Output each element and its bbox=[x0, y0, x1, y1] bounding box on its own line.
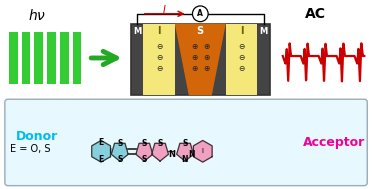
Polygon shape bbox=[92, 140, 111, 162]
Text: ⊖: ⊖ bbox=[238, 42, 245, 51]
Bar bbox=[143, 24, 175, 95]
Text: I: I bbox=[157, 26, 161, 36]
Text: S: S bbox=[142, 139, 147, 148]
FancyBboxPatch shape bbox=[5, 99, 367, 186]
Bar bbox=[9, 33, 18, 84]
Text: $I$: $I$ bbox=[162, 3, 167, 15]
Polygon shape bbox=[177, 143, 194, 161]
Polygon shape bbox=[175, 24, 226, 95]
Text: E = O, S: E = O, S bbox=[10, 144, 51, 154]
Text: I: I bbox=[202, 148, 204, 154]
Text: ⊕: ⊕ bbox=[203, 53, 209, 63]
Polygon shape bbox=[111, 143, 128, 161]
Text: N: N bbox=[189, 150, 195, 159]
Text: N: N bbox=[181, 155, 188, 164]
Circle shape bbox=[192, 6, 208, 22]
Text: ⊖: ⊖ bbox=[156, 42, 162, 51]
Text: $h\nu$: $h\nu$ bbox=[28, 8, 46, 23]
Text: AC: AC bbox=[305, 7, 326, 21]
Text: S: S bbox=[117, 139, 123, 148]
Text: Acceptor: Acceptor bbox=[303, 136, 365, 149]
Bar bbox=[73, 33, 81, 84]
Text: S: S bbox=[117, 155, 123, 164]
Text: N: N bbox=[168, 150, 175, 159]
Text: M: M bbox=[133, 27, 141, 36]
Text: M: M bbox=[260, 27, 268, 36]
Bar bbox=[130, 24, 270, 95]
Text: A: A bbox=[197, 9, 203, 18]
Text: I: I bbox=[109, 148, 111, 154]
Text: ⊕: ⊕ bbox=[191, 42, 198, 51]
Text: ⊕: ⊕ bbox=[203, 42, 209, 51]
Bar bbox=[226, 24, 257, 95]
Text: ⊖: ⊖ bbox=[156, 53, 162, 63]
Text: ⊕: ⊕ bbox=[191, 53, 198, 63]
Bar bbox=[34, 33, 43, 84]
Text: ⊕: ⊕ bbox=[203, 64, 209, 73]
Text: E: E bbox=[99, 155, 104, 164]
Text: E: E bbox=[99, 138, 104, 147]
Text: ⊖: ⊖ bbox=[238, 64, 245, 73]
Text: S: S bbox=[158, 139, 163, 148]
Text: ⊕: ⊕ bbox=[191, 64, 198, 73]
Text: I: I bbox=[240, 26, 243, 36]
Text: S: S bbox=[197, 26, 204, 36]
Bar bbox=[47, 33, 56, 84]
Bar bbox=[60, 33, 69, 84]
Text: S: S bbox=[142, 155, 147, 164]
Text: ⊖: ⊖ bbox=[156, 64, 162, 73]
Polygon shape bbox=[152, 143, 168, 161]
Text: S: S bbox=[182, 139, 188, 148]
Polygon shape bbox=[136, 143, 153, 161]
Text: ⊖: ⊖ bbox=[238, 53, 245, 63]
Text: Donor: Donor bbox=[16, 130, 58, 143]
Polygon shape bbox=[194, 140, 212, 162]
Bar bbox=[21, 33, 30, 84]
